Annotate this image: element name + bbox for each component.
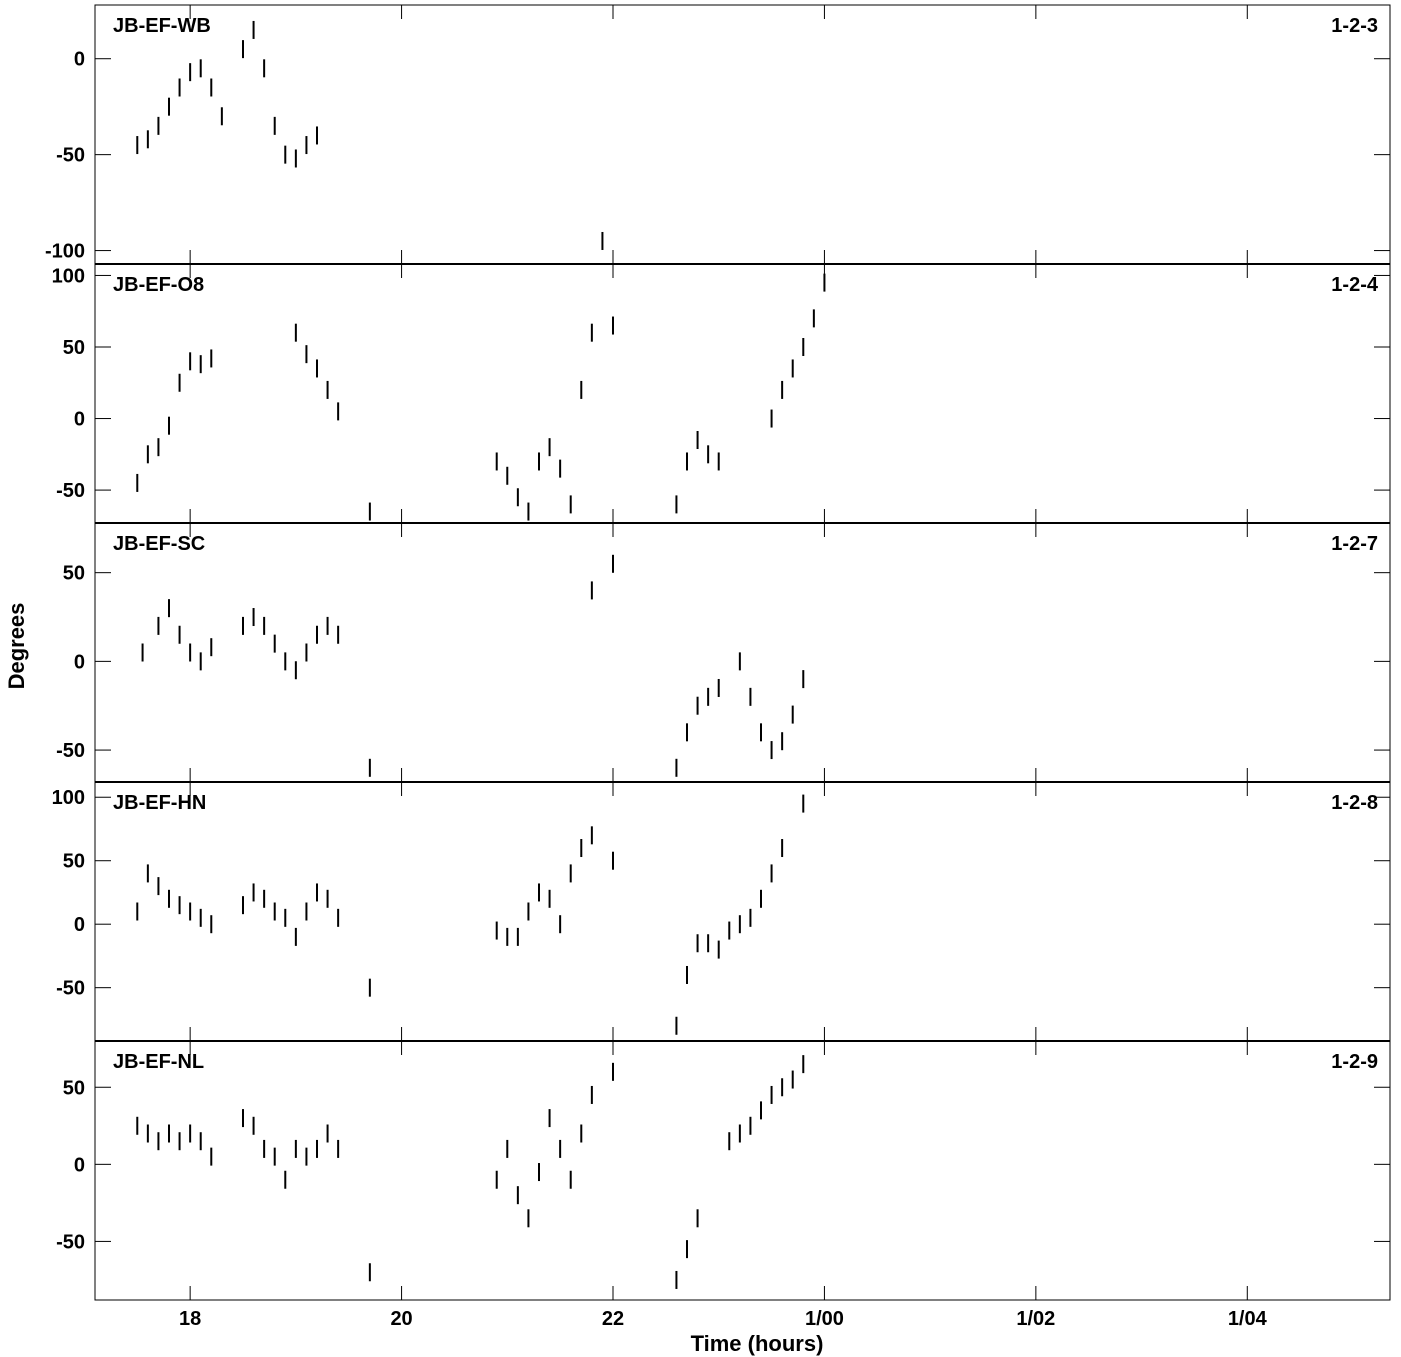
y-tick-label: 50 [63, 563, 85, 585]
x-tick-label: 1/00 [805, 1308, 844, 1330]
panel-baseline-label: 1-2-7 [1331, 533, 1378, 555]
panel-baseline-label: 1-2-8 [1331, 792, 1378, 814]
x-tick-label: 1/04 [1228, 1308, 1268, 1330]
panel-frame [94, 1040, 1391, 1301]
y-tick-label: -50 [56, 978, 85, 1000]
x-tick-label: 1/02 [1016, 1308, 1055, 1330]
y-tick-label: -100 [45, 241, 85, 263]
panel-title: JB-EF-NL [113, 1051, 204, 1073]
y-tick-label: 0 [74, 914, 85, 936]
y-tick-label: -50 [56, 145, 85, 167]
panel-frame [94, 781, 1391, 1042]
panel-1: 0 -50 -100 JB-EF-WB 1-2-3 [45, 4, 1391, 265]
x-axis-title: Time (hours) [691, 1331, 824, 1356]
panel-2: 100 50 0 -50 JB-EF-O8 1-2-4 [52, 263, 1391, 524]
y-tick-label: -50 [56, 740, 85, 762]
panel-title: JB-EF-HN [113, 792, 206, 814]
y-tick-label: 100 [52, 265, 85, 287]
panel-frame [94, 4, 1391, 265]
y-tick-label: -50 [56, 1231, 85, 1253]
y-tick-label: 0 [74, 49, 85, 71]
y-tick-label: 50 [63, 851, 85, 873]
panel-baseline-label: 1-2-9 [1331, 1051, 1378, 1073]
panel-4: 100 50 0 -50 JB-EF-HN 1-2-8 [52, 781, 1391, 1042]
x-tick-label: 18 [179, 1308, 201, 1330]
panel-baseline-label: 1-2-4 [1331, 274, 1379, 296]
panel-title: JB-EF-O8 [113, 274, 204, 296]
x-tick-label: 20 [390, 1308, 412, 1330]
y-tick-label: -50 [56, 480, 85, 502]
y-axis-title: Degrees [4, 603, 29, 690]
panel-baseline-label: 1-2-3 [1331, 15, 1378, 37]
y-tick-label: 50 [63, 1077, 85, 1099]
y-tick-label: 0 [74, 651, 85, 673]
y-tick-label: 0 [74, 1154, 85, 1176]
y-tick-label: 0 [74, 409, 85, 431]
panel-frame [94, 522, 1391, 783]
panel-3: 50 0 -50 JB-EF-SC 1-2-7 [56, 522, 1391, 783]
panel-frame [94, 263, 1391, 524]
x-tick-label: 22 [602, 1308, 624, 1330]
panel-title: JB-EF-SC [113, 533, 205, 555]
panel-title: JB-EF-WB [113, 15, 211, 37]
y-tick-label: 50 [63, 337, 85, 359]
y-tick-label: 100 [52, 787, 85, 809]
panel-5: 50 0 -50 JB-EF-NL 1-2-9 [56, 1040, 1391, 1301]
